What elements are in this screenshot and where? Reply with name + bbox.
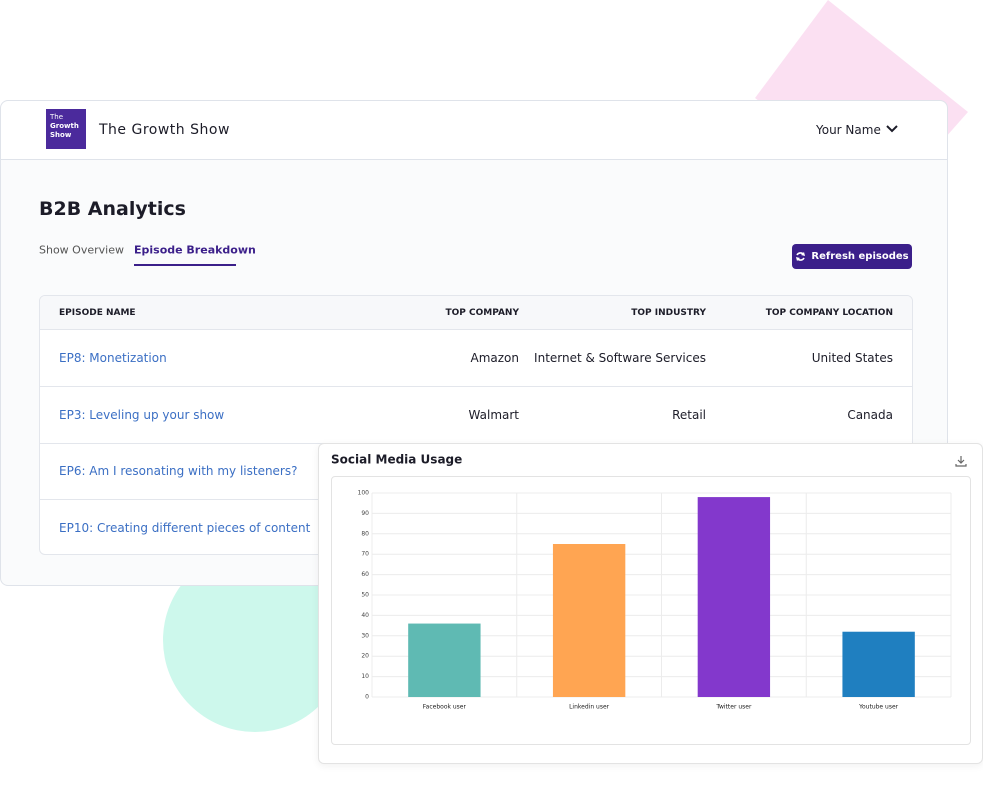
table-cell: Canada <box>847 407 893 422</box>
x-tick-label: Facebook user <box>423 704 467 711</box>
episode-link[interactable]: EP10: Creating different pieces of conte… <box>59 520 311 535</box>
column-header: TOP COMPANY LOCATION <box>765 308 893 318</box>
column-header: TOP INDUSTRY <box>631 308 706 318</box>
logo-text: Growth <box>50 122 79 130</box>
episode-link[interactable]: EP3: Leveling up your show <box>59 407 225 422</box>
bar <box>697 497 771 697</box>
episode-link[interactable]: EP6: Am I resonating with my listeners? <box>59 464 298 478</box>
download-icon[interactable] <box>954 454 968 468</box>
user-menu[interactable]: Your Name <box>816 123 881 137</box>
y-tick-label: 10 <box>361 673 369 680</box>
page-title: B2B Analytics <box>39 198 186 220</box>
logo-text: The <box>50 113 64 121</box>
episode-link[interactable]: EP8: Monetization <box>59 351 167 365</box>
bar <box>842 631 915 697</box>
chart-title: Social Media Usage <box>331 453 462 467</box>
top-bar: The Growth Show The Growth Show Your Nam… <box>1 101 947 160</box>
y-tick-label: 0 <box>365 694 369 701</box>
logo-text: Show <box>50 131 72 139</box>
chevron[interactable] <box>885 124 899 134</box>
x-tick-label: Twitter user <box>715 704 752 711</box>
x-tick-label: Linkedin user <box>569 704 610 711</box>
y-tick-label: 60 <box>361 571 369 578</box>
table-cell: Walmart <box>468 407 519 422</box>
y-tick-label: 40 <box>361 612 369 619</box>
y-tick-label: 90 <box>361 510 369 517</box>
table-header <box>40 296 912 330</box>
bar <box>408 623 481 697</box>
x-tick-label: Youtube user <box>858 704 899 711</box>
button-label: Refresh episodes <box>811 251 909 262</box>
y-tick-label: 100 <box>358 490 370 497</box>
y-tick-label: 20 <box>361 653 369 660</box>
bar <box>552 544 626 697</box>
tab-active[interactable]: Episode Breakdown <box>134 243 256 257</box>
logo[interactable]: The Growth Show <box>46 109 86 149</box>
table-cell: Amazon <box>470 351 520 365</box>
table-cell: United States <box>811 351 893 365</box>
tab-underline <box>134 264 236 266</box>
show-name: The Growth Show <box>99 122 230 138</box>
table-cell: Internet & Software Services <box>534 351 706 365</box>
y-tick-label: 70 <box>361 551 369 558</box>
chart-card <box>318 443 983 764</box>
column-header: EPISODE NAME <box>59 308 136 318</box>
chart-frame <box>331 476 971 745</box>
row-divider <box>40 386 912 387</box>
refresh-button[interactable]: Refresh episodes <box>792 244 912 269</box>
refresh-icon <box>796 252 806 261</box>
y-tick-label: 50 <box>361 592 369 599</box>
tab[interactable]: Show Overview <box>39 243 124 257</box>
table-cell: Retail <box>672 407 706 422</box>
y-tick-label: 30 <box>361 632 369 639</box>
column-header: TOP COMPANY <box>445 308 519 318</box>
mint-circle <box>163 548 347 732</box>
y-tick-label: 80 <box>361 530 369 537</box>
chart: Social Media Usage 0 10 20 30 40 50 60 70 80 90 10… <box>331 453 952 711</box>
